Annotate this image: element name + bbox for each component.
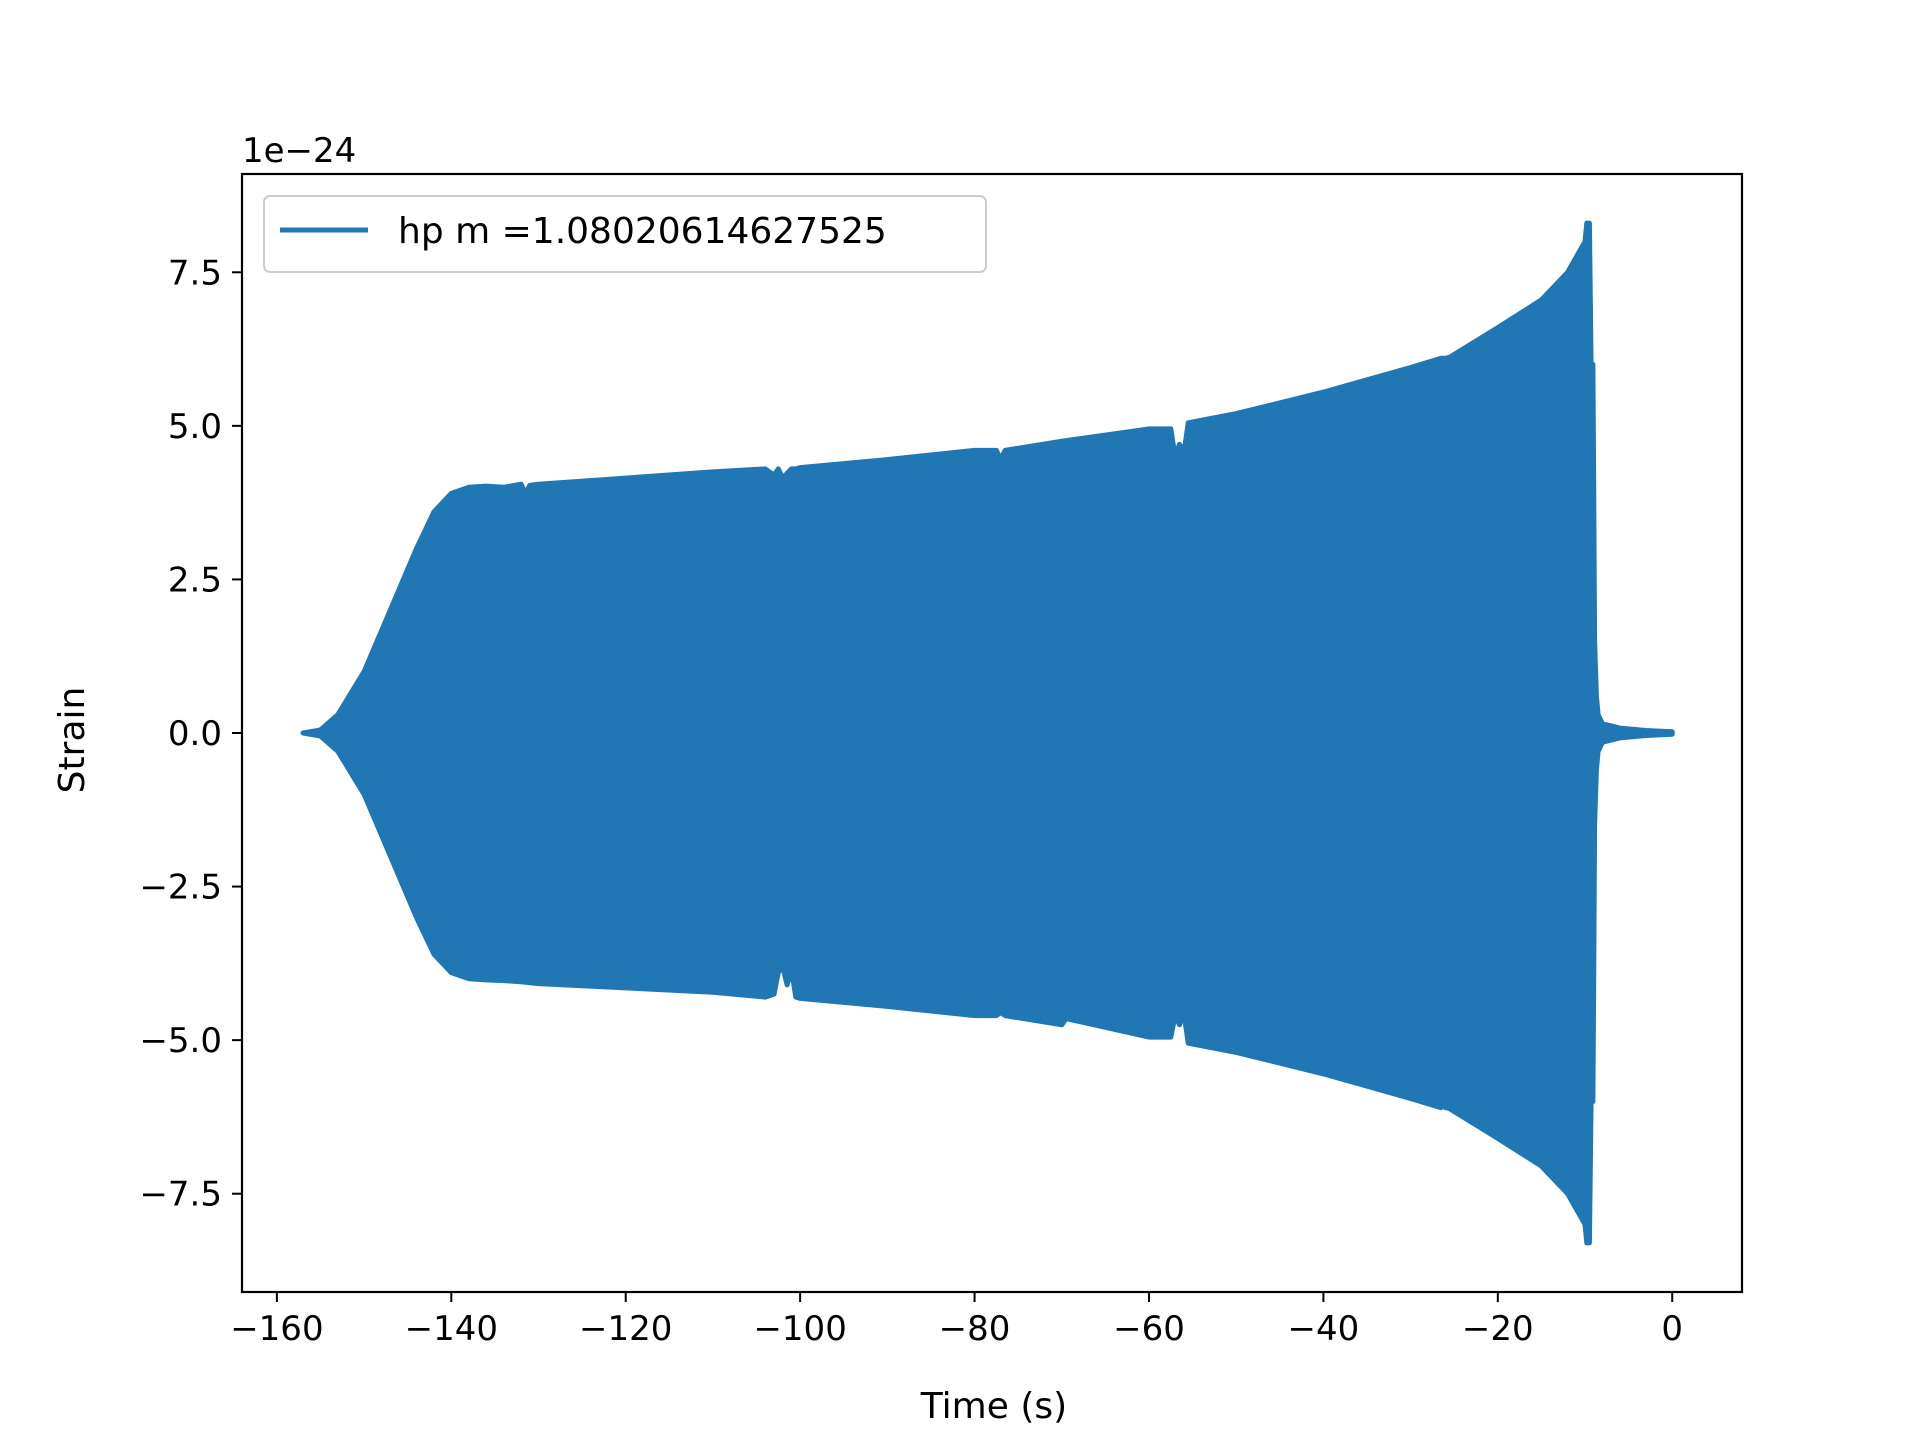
y-offset-label: 1e−24 [242,131,356,171]
legend-box [263,195,987,273]
x-tick-label: −40 [1288,1309,1360,1349]
x-tick-label: −60 [1113,1309,1185,1349]
x-axis-label: Time (s) [920,1386,1067,1427]
legend-label: hp m =1.08020614627525 [398,211,887,252]
y-tick-label: −5.0 [139,1021,222,1061]
x-tick-label: −80 [939,1309,1011,1349]
y-axis-label: Strain [52,687,93,794]
x-tick-label: −100 [753,1309,846,1349]
legend[interactable]: hp m =1.08020614627525 [263,195,987,273]
y-tick-label: 0.0 [168,714,222,754]
x-tick-label: −160 [230,1309,323,1349]
x-tick-label: −140 [405,1309,498,1349]
axes-frame [240,172,1744,1294]
series-waveform [300,220,1675,1246]
axis-ticks: −160 −140 −120 −100 −80 −60 −40 −20 0 −7.5 −5.0 −2.… [139,253,1683,1349]
x-tick-label: −20 [1462,1309,1534,1349]
plot-area [300,220,1675,1246]
y-tick-label: 2.5 [168,560,222,600]
x-tick-label: −120 [579,1309,672,1349]
y-tick-label: 5.0 [168,407,222,447]
y-tick-label: 7.5 [168,253,222,293]
y-tick-label: −2.5 [139,868,222,908]
x-tick-label: 0 [1661,1309,1683,1349]
y-tick-label: −7.5 [139,1175,222,1215]
